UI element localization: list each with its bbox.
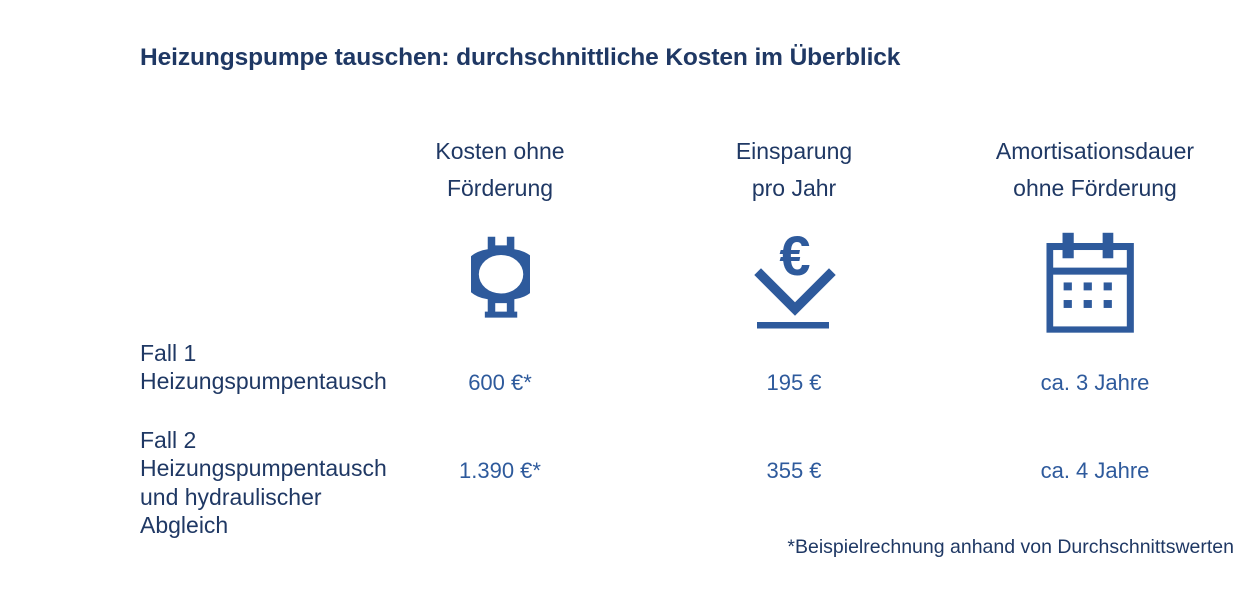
svg-text:€: €	[779, 224, 810, 287]
